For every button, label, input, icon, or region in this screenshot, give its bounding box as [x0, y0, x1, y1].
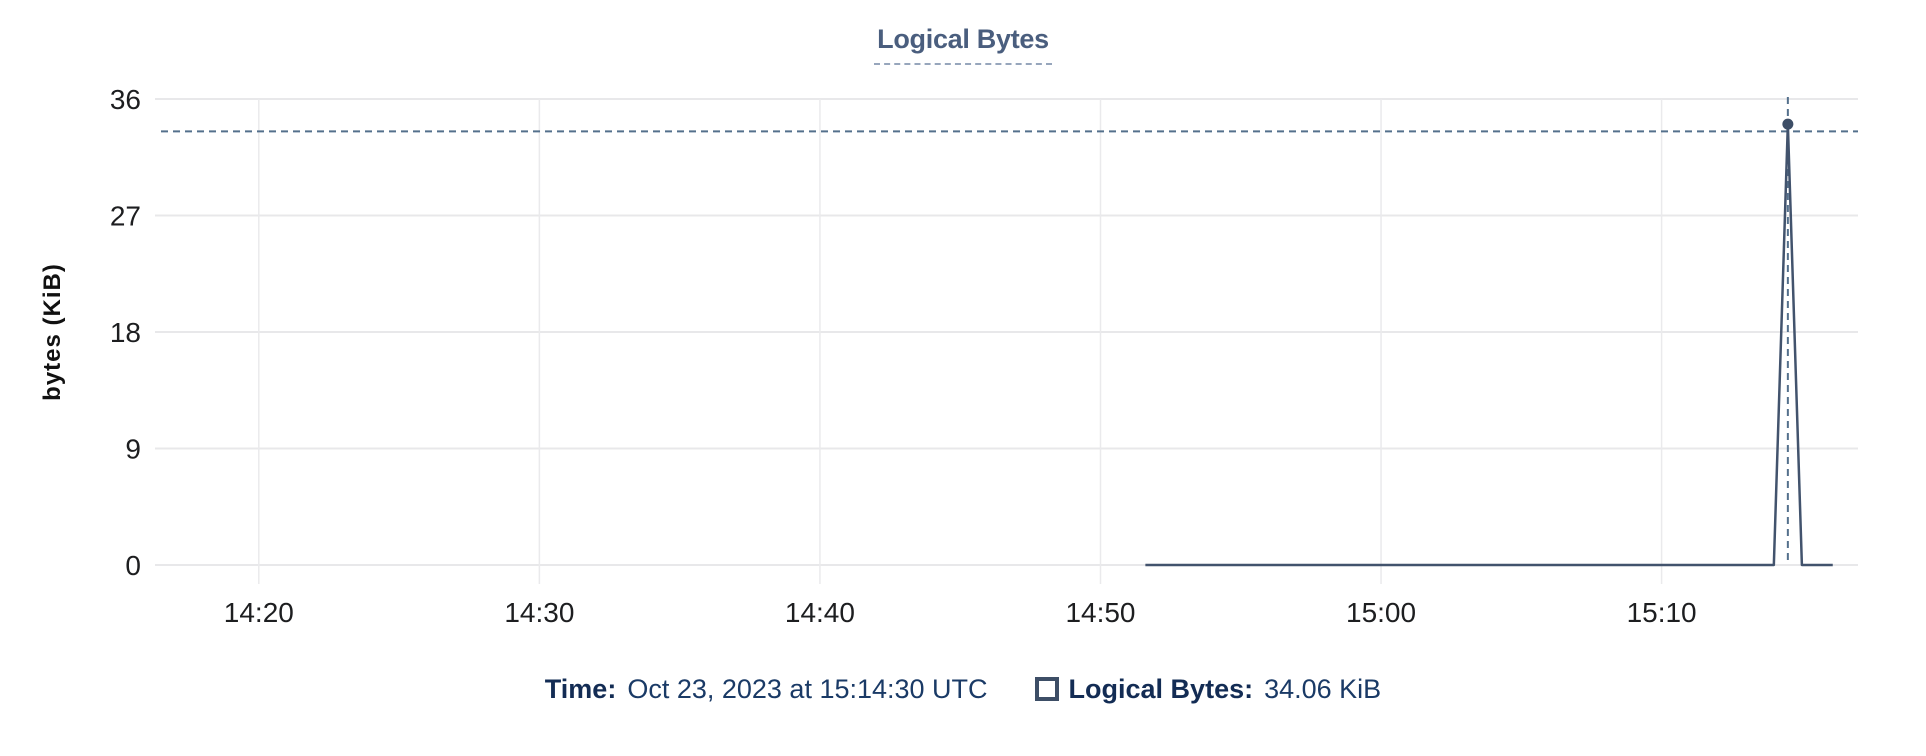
y-tick-label: 0 [125, 550, 141, 581]
x-tick-label: 14:40 [785, 597, 855, 628]
x-tick-label: 14:50 [1065, 597, 1135, 628]
x-tick-label: 15:10 [1627, 597, 1697, 628]
series-line [1145, 122, 1833, 567]
highlighted-point[interactable] [1782, 118, 1794, 130]
y-tick-label: 36 [110, 84, 141, 115]
x-tick-label: 14:20 [224, 597, 294, 628]
legend-swatch-icon [1034, 677, 1059, 701]
x-tick-label: 15:00 [1346, 597, 1416, 628]
chart-header: Logical Bytes [0, 24, 1926, 65]
tooltip-time-value: Oct 23, 2023 at 15:14:30 UTC [627, 674, 988, 704]
y-tick-label: 27 [110, 201, 141, 232]
tooltip-series-value: 34.06 KiB [1264, 674, 1382, 704]
x-tick-label: 14:30 [504, 597, 574, 628]
chart-title[interactable]: Logical Bytes [874, 24, 1052, 65]
line-chart[interactable]: 0 9 18 27 36 14:20 14:30 14:40 14:50 15:00 15:10 by… [0, 0, 1926, 650]
y-tick-label: 9 [125, 434, 141, 465]
y-tick-label: 18 [110, 317, 141, 348]
chart-tooltip: Time: Oct 23, 2023 at 15:14:30 UTC Logic… [0, 672, 1926, 706]
tooltip-time-label: Time: [544, 674, 617, 704]
tooltip-series-label: Logical Bytes: [1068, 674, 1254, 704]
y-axis-title: bytes (KiB) [39, 263, 66, 401]
